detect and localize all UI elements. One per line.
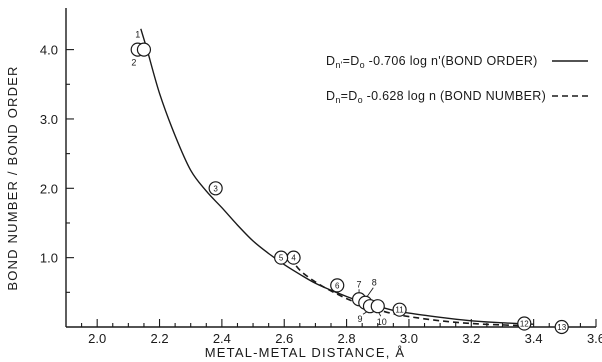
y-tick-label: 2.0 [40,181,58,196]
data-point-label: 13 [557,323,566,332]
x-tick-label: 2.0 [88,331,106,346]
data-point-marker [330,278,345,293]
data-point-label: 7 [357,279,362,289]
legend-bond-number-label: Dn=Do -0.628 log n (BOND NUMBER) [326,89,546,105]
x-tick-label: 2.8 [338,331,356,346]
x-axis-title: METAL-METAL DISTANCE, Å [205,345,405,360]
x-tick-label: 3.6 [587,331,602,346]
data-point-label: 2 [131,58,136,68]
y-tick-label: 4.0 [40,43,58,58]
data-point-marker [370,299,385,314]
bond-number-curve [289,257,525,327]
data-point-marker [554,319,569,335]
bond-order-curve [140,28,534,325]
x-tick-label: 2.4 [213,331,231,346]
x-tick-label: 2.6 [275,331,293,346]
data-point-label: 12 [520,320,529,329]
data-point-label: 11 [395,306,404,315]
data-point-label: 5 [279,254,284,263]
x-tick-label: 3.4 [525,331,543,346]
data-point-leader [366,287,374,297]
x-tick-label: 3.2 [462,331,480,346]
legend: Dn'=Do -0.706 log n'(BOND ORDER) Dn=Do -… [326,54,588,105]
x-tick-label: 3.0 [400,331,418,346]
data-point-marker [274,250,289,265]
data-point-label: 8 [372,278,377,288]
data-point-marker [136,42,152,57]
legend-entry-bond-order: Dn'=Do -0.706 log n'(BOND ORDER) [326,54,588,70]
data-point-label: 9 [357,314,362,324]
data-point-marker [208,181,223,196]
y-tick-label: 1.0 [40,251,58,266]
data-point-label: 10 [377,317,387,327]
data-point-leader [362,311,368,315]
y-axis-title: BOND NUMBER / BOND ORDER [5,65,20,290]
data-point-label: 3 [213,184,218,193]
data-point-label: 4 [291,254,296,263]
data-point-marker [517,316,532,331]
data-point-label: 1 [135,30,140,40]
y-tick-label: 3.0 [40,112,58,127]
data-point-marker [392,302,407,317]
data-point-leader [378,312,382,317]
x-tick-label: 2.2 [150,331,168,346]
legend-bond-order-label: Dn'=Do -0.706 log n'(BOND ORDER) [326,54,538,70]
axis-ticks: 2.0 2.2 2.4 2.6 2.8 3.0 3.2 3.4 3.6 1.0 2.0 3.0 4.0 [40,43,602,346]
legend-entry-bond-number: Dn=Do -0.628 log n (BOND NUMBER) [326,89,588,105]
data-point-label: 6 [335,281,340,290]
